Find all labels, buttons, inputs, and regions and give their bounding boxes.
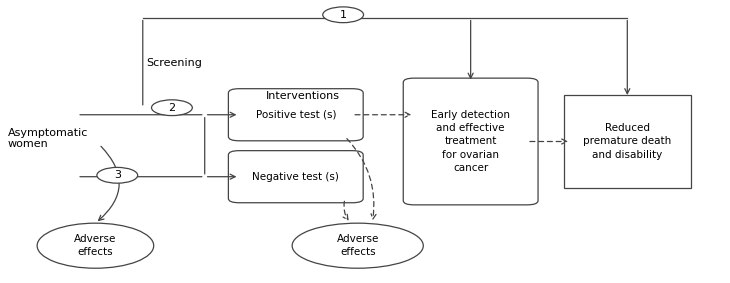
- Ellipse shape: [292, 223, 423, 268]
- Text: Negative test (s): Negative test (s): [253, 172, 339, 182]
- Text: Positive test (s): Positive test (s): [255, 110, 336, 120]
- Text: Adverse
effects: Adverse effects: [337, 234, 379, 257]
- Circle shape: [97, 168, 138, 183]
- Text: 3: 3: [114, 170, 120, 180]
- FancyBboxPatch shape: [564, 95, 691, 188]
- FancyBboxPatch shape: [403, 78, 538, 205]
- Ellipse shape: [37, 223, 154, 268]
- Text: 2: 2: [169, 103, 175, 113]
- Circle shape: [152, 100, 192, 115]
- Text: 1: 1: [339, 10, 347, 20]
- Text: Interventions: Interventions: [266, 91, 340, 101]
- Text: Adverse
effects: Adverse effects: [74, 234, 117, 257]
- Circle shape: [323, 7, 364, 23]
- FancyBboxPatch shape: [228, 151, 364, 203]
- Text: Reduced
premature death
and disability: Reduced premature death and disability: [583, 123, 672, 160]
- FancyBboxPatch shape: [228, 89, 364, 141]
- Text: Early detection
and effective
treatment
for ovarian
cancer: Early detection and effective treatment …: [431, 110, 510, 173]
- Text: Screening: Screening: [147, 58, 202, 68]
- Text: Asymptomatic
women: Asymptomatic women: [8, 128, 88, 149]
